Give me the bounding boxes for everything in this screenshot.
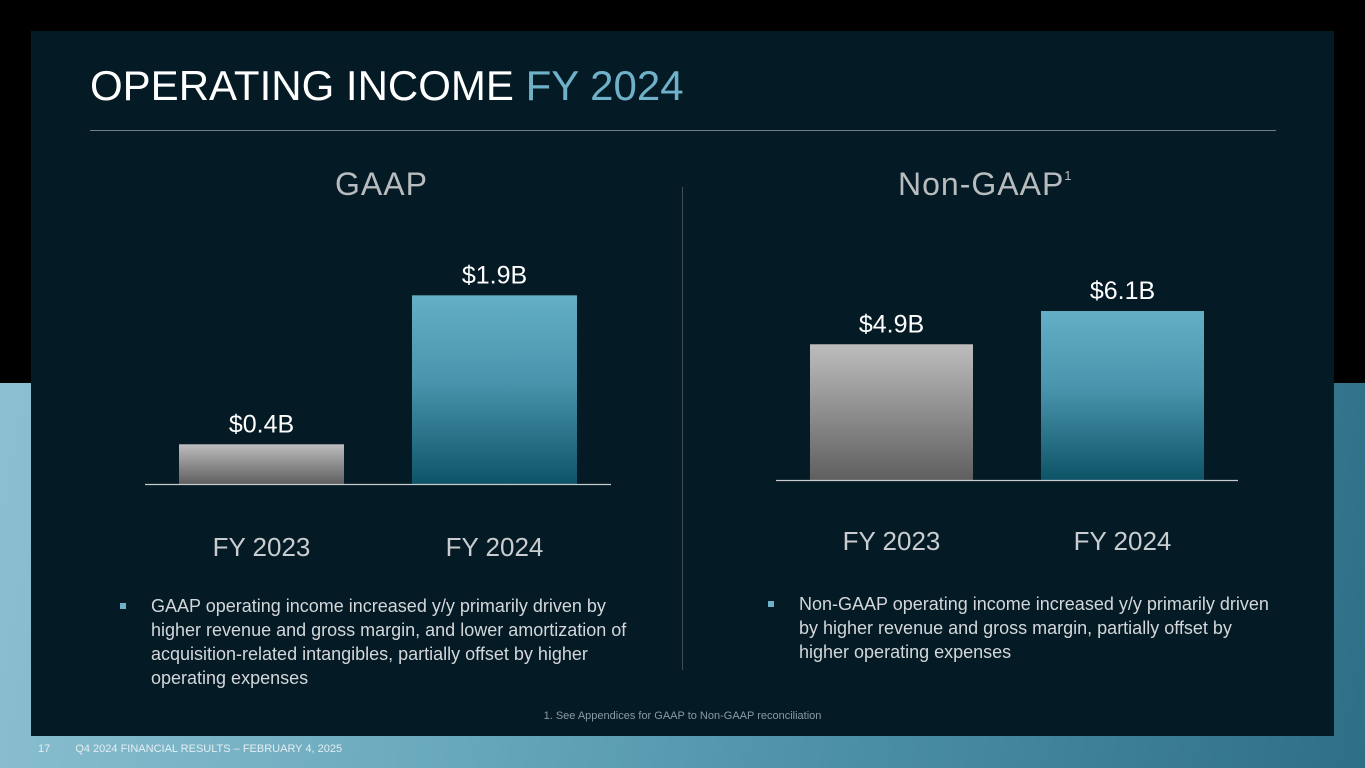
gaap-heading: GAAP: [335, 166, 428, 203]
nongaap-category-label-2: FY 2024: [1074, 526, 1172, 556]
section-divider: [682, 187, 683, 670]
page-title: OPERATING INCOME FY 2024: [90, 62, 684, 110]
gaap-category-label-2: FY 2024: [446, 532, 544, 562]
nongaap-heading: Non-GAAP1: [898, 166, 1072, 203]
bullet-marker-icon: [120, 603, 126, 609]
footnote: 1. See Appendices for GAAP to Non-GAAP r…: [543, 710, 822, 722]
gaap-bar-1: [179, 444, 344, 484]
nongaap-bar-1: [810, 344, 973, 480]
gaap-bar-2: [412, 295, 577, 484]
nongaap-data-label-2: $6.1B: [1090, 277, 1155, 305]
nongaap-footnote-marker: 1: [1064, 168, 1072, 183]
bullet-marker-icon: [768, 601, 774, 607]
nongaap-category-label-1: FY 2023: [843, 526, 941, 556]
footer: 17 Q4 2024 FINANCIAL RESULTS – FEBRUARY …: [38, 743, 342, 755]
nongaap-bullet-text: Non-GAAP operating income increased y/y …: [799, 594, 1269, 662]
gaap-bullet: GAAP operating income increased y/y prim…: [120, 594, 641, 690]
gaap-bullet-text: GAAP operating income increased y/y prim…: [151, 596, 627, 688]
nongaap-heading-text: Non-GAAP: [898, 166, 1065, 202]
nongaap-bullet: Non-GAAP operating income increased y/y …: [768, 592, 1269, 664]
nongaap-data-label-1: $4.9B: [859, 310, 924, 338]
footer-text: Q4 2024 FINANCIAL RESULTS – FEBRUARY 4, …: [75, 743, 343, 755]
page-number: 17: [38, 743, 51, 755]
title-accent: FY 2024: [525, 62, 684, 109]
gaap-category-label-1: FY 2023: [213, 532, 311, 562]
title-main: OPERATING INCOME: [90, 62, 514, 109]
title-rule: [90, 130, 1276, 131]
gaap-heading-text: GAAP: [335, 166, 428, 202]
nongaap-bar-2: [1041, 311, 1204, 480]
gaap-data-label-1: $0.4B: [229, 410, 294, 438]
gaap-data-label-2: $1.9B: [462, 261, 527, 289]
